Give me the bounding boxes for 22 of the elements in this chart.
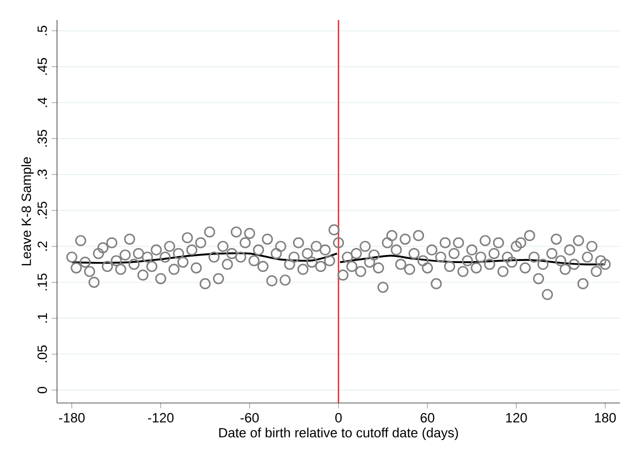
- y-tick-label: .35: [38, 130, 47, 147]
- y-tick-label: .45: [38, 58, 47, 75]
- y-tick-label: .25: [38, 202, 47, 218]
- x-tick-label: 180: [595, 413, 616, 422]
- x-tick-label: 60: [420, 413, 434, 422]
- x-tick-label: -120: [148, 413, 174, 422]
- line-series: [70, 252, 338, 264]
- x-axis-title: Date of birth relative to cutoff date (days): [219, 428, 458, 440]
- y-axis-title: Leave K-8 Sample: [21, 157, 34, 266]
- y-tick-label: .2: [38, 241, 47, 251]
- y-tick-label: .05: [38, 345, 47, 362]
- x-tick-label: -60: [240, 413, 259, 422]
- y-tick-label: .1: [38, 313, 47, 323]
- x-tick-label: 120: [506, 413, 527, 422]
- y-tick-label: .4: [38, 97, 47, 107]
- x-tick-label: 0: [335, 413, 342, 422]
- y-tick-label: 0: [38, 386, 47, 394]
- y-tick-label: .15: [38, 274, 47, 290]
- y-tick-label: .3: [38, 170, 47, 179]
- x-tick-label: -180: [59, 413, 85, 422]
- line-series: [339, 254, 606, 266]
- y-tick-label: .5: [38, 26, 47, 36]
